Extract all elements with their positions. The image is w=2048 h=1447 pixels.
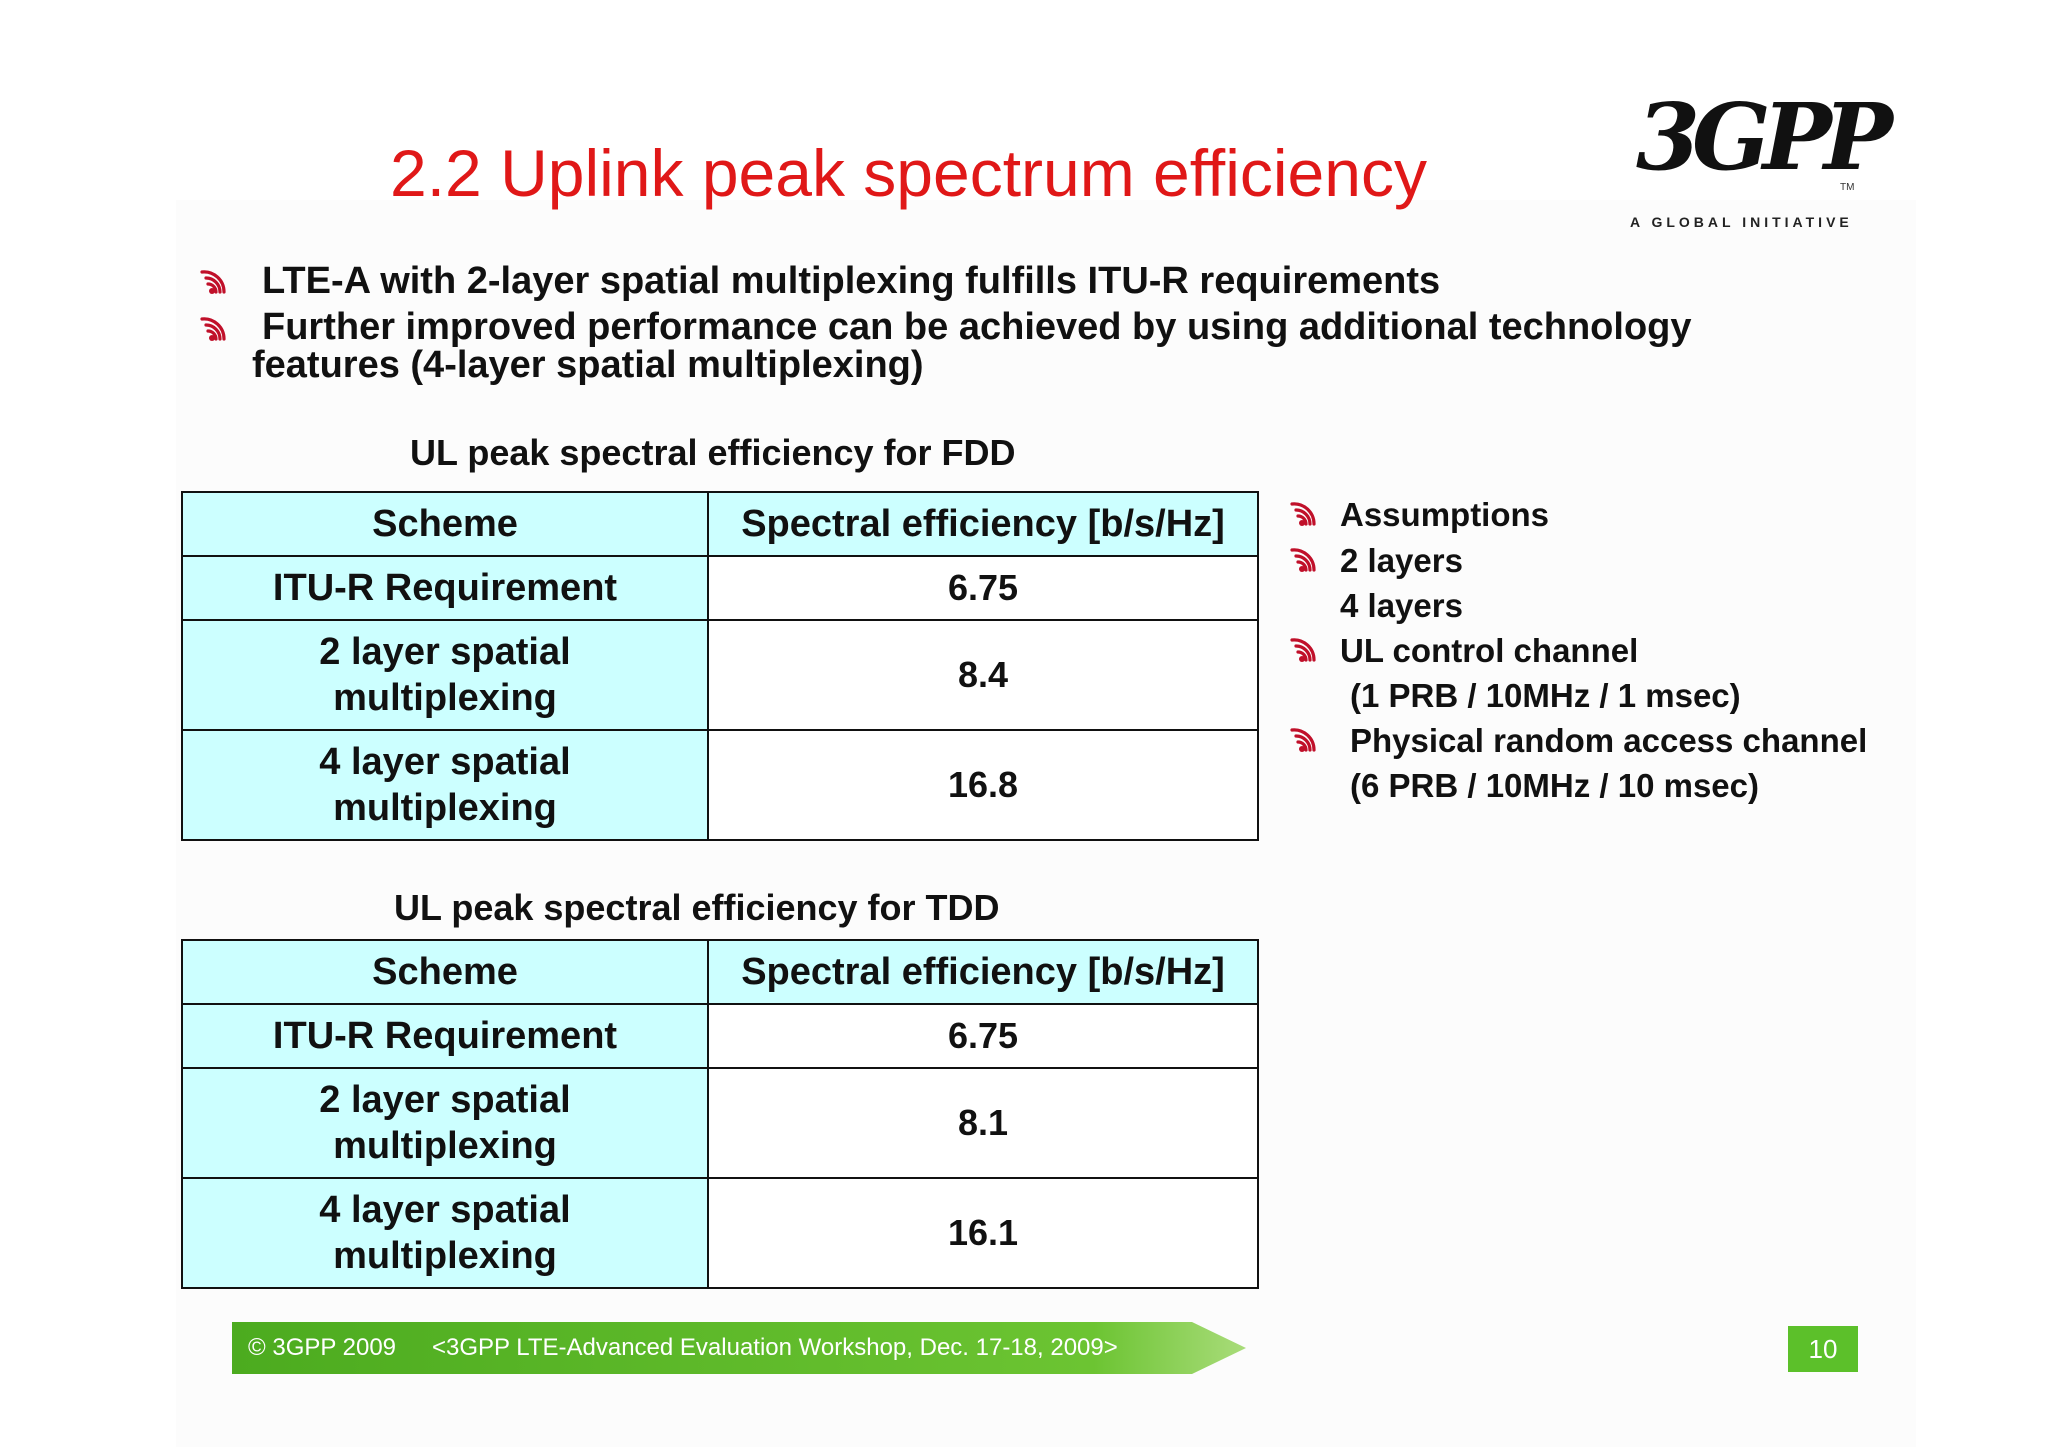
header-spectral-efficiency: Spectral efficiency [b/s/Hz] [707, 491, 1259, 557]
footer-bar [232, 1322, 1246, 1374]
assumption-item: UL control channel [1340, 632, 1639, 669]
tdd-table: Scheme Spectral efficiency [b/s/Hz] ITU-… [181, 939, 1259, 1289]
scheme-line: multiplexing [333, 1125, 557, 1167]
assumption-item: Physical random access channel [1350, 722, 1868, 759]
bullet-text-2-cont: features (4-layer spatial multiplexing) [252, 344, 924, 386]
scheme-cell: 4 layer spatial multiplexing [181, 1177, 709, 1289]
assumptions-heading: Assumptions [1340, 496, 1550, 533]
logo-trademark: TM [1840, 182, 1855, 193]
footer-event: <3GPP LTE-Advanced Evaluation Workshop, … [432, 1334, 1118, 1361]
value-cell: 6.75 [707, 555, 1259, 621]
signal-wave-icon [1276, 502, 1316, 528]
fdd-table-caption: UL peak spectral efficiency for FDD [410, 432, 1016, 473]
logo-wordmark: 3GPP [1636, 83, 1893, 191]
scheme-line: multiplexing [333, 677, 557, 719]
table-row: ITU-R Requirement 6.75 [181, 555, 1259, 621]
value-cell: 8.1 [707, 1067, 1259, 1179]
value-cell: 8.4 [707, 619, 1259, 731]
assumption-item: 4 layers [1340, 587, 1463, 624]
value-cell: 16.1 [707, 1177, 1259, 1289]
value-cell: 16.8 [707, 729, 1259, 841]
header-scheme: Scheme [181, 939, 709, 1005]
table-row: 4 layer spatial multiplexing 16.1 [181, 1177, 1259, 1289]
scheme-line: 2 layer spatial [319, 631, 571, 673]
fdd-table: Scheme Spectral efficiency [b/s/Hz] ITU-… [181, 491, 1259, 841]
signal-wave-icon [186, 317, 226, 343]
scheme-cell: ITU-R Requirement [181, 1003, 709, 1069]
scheme-cell: 2 layer spatial multiplexing [181, 619, 709, 731]
logo-tagline: A GLOBAL INITIATIVE [1630, 214, 1853, 230]
scheme-line: multiplexing [333, 1235, 557, 1277]
header-spectral-efficiency: Spectral efficiency [b/s/Hz] [707, 939, 1259, 1005]
signal-wave-icon [1276, 548, 1316, 574]
scheme-cell: 4 layer spatial multiplexing [181, 729, 709, 841]
scheme-line: multiplexing [333, 787, 557, 829]
table-header-row: Scheme Spectral efficiency [b/s/Hz] [181, 491, 1259, 557]
footer-copyright: © 3GPP 2009 [248, 1334, 397, 1361]
table-row: 4 layer spatial multiplexing 16.8 [181, 729, 1259, 841]
assumption-item: (6 PRB / 10MHz / 10 msec) [1350, 767, 1759, 804]
page-number: 10 [1788, 1326, 1858, 1372]
bullet-text-1: LTE-A with 2-layer spatial multiplexing … [262, 260, 1441, 302]
scheme-line: 4 layer spatial [319, 1189, 571, 1231]
value-cell: 6.75 [707, 1003, 1259, 1069]
scheme-cell: ITU-R Requirement [181, 555, 709, 621]
signal-wave-icon [186, 270, 226, 296]
bullet-text-2: Further improved performance can be achi… [262, 306, 1692, 348]
scheme-line: 2 layer spatial [319, 1079, 571, 1121]
table-row: 2 layer spatial multiplexing 8.4 [181, 619, 1259, 731]
scheme-line: 4 layer spatial [319, 741, 571, 783]
slide-title: 2.2 Uplink peak spectrum efficiency [390, 136, 1427, 210]
signal-wave-icon [1276, 638, 1316, 664]
table-header-row: Scheme Spectral efficiency [b/s/Hz] [181, 939, 1259, 1005]
header-scheme: Scheme [181, 491, 709, 557]
logo-3gpp: 3GPP TM A GLOBAL INITIATIVE [1622, 82, 1893, 232]
table-row: 2 layer spatial multiplexing 8.1 [181, 1067, 1259, 1179]
tdd-table-caption: UL peak spectral efficiency for TDD [394, 887, 1000, 928]
table-row: ITU-R Requirement 6.75 [181, 1003, 1259, 1069]
assumption-item: (1 PRB / 10MHz / 1 msec) [1350, 677, 1741, 714]
signal-wave-icon [1276, 728, 1316, 754]
scheme-cell: 2 layer spatial multiplexing [181, 1067, 709, 1179]
assumption-item: 2 layers [1340, 542, 1463, 579]
